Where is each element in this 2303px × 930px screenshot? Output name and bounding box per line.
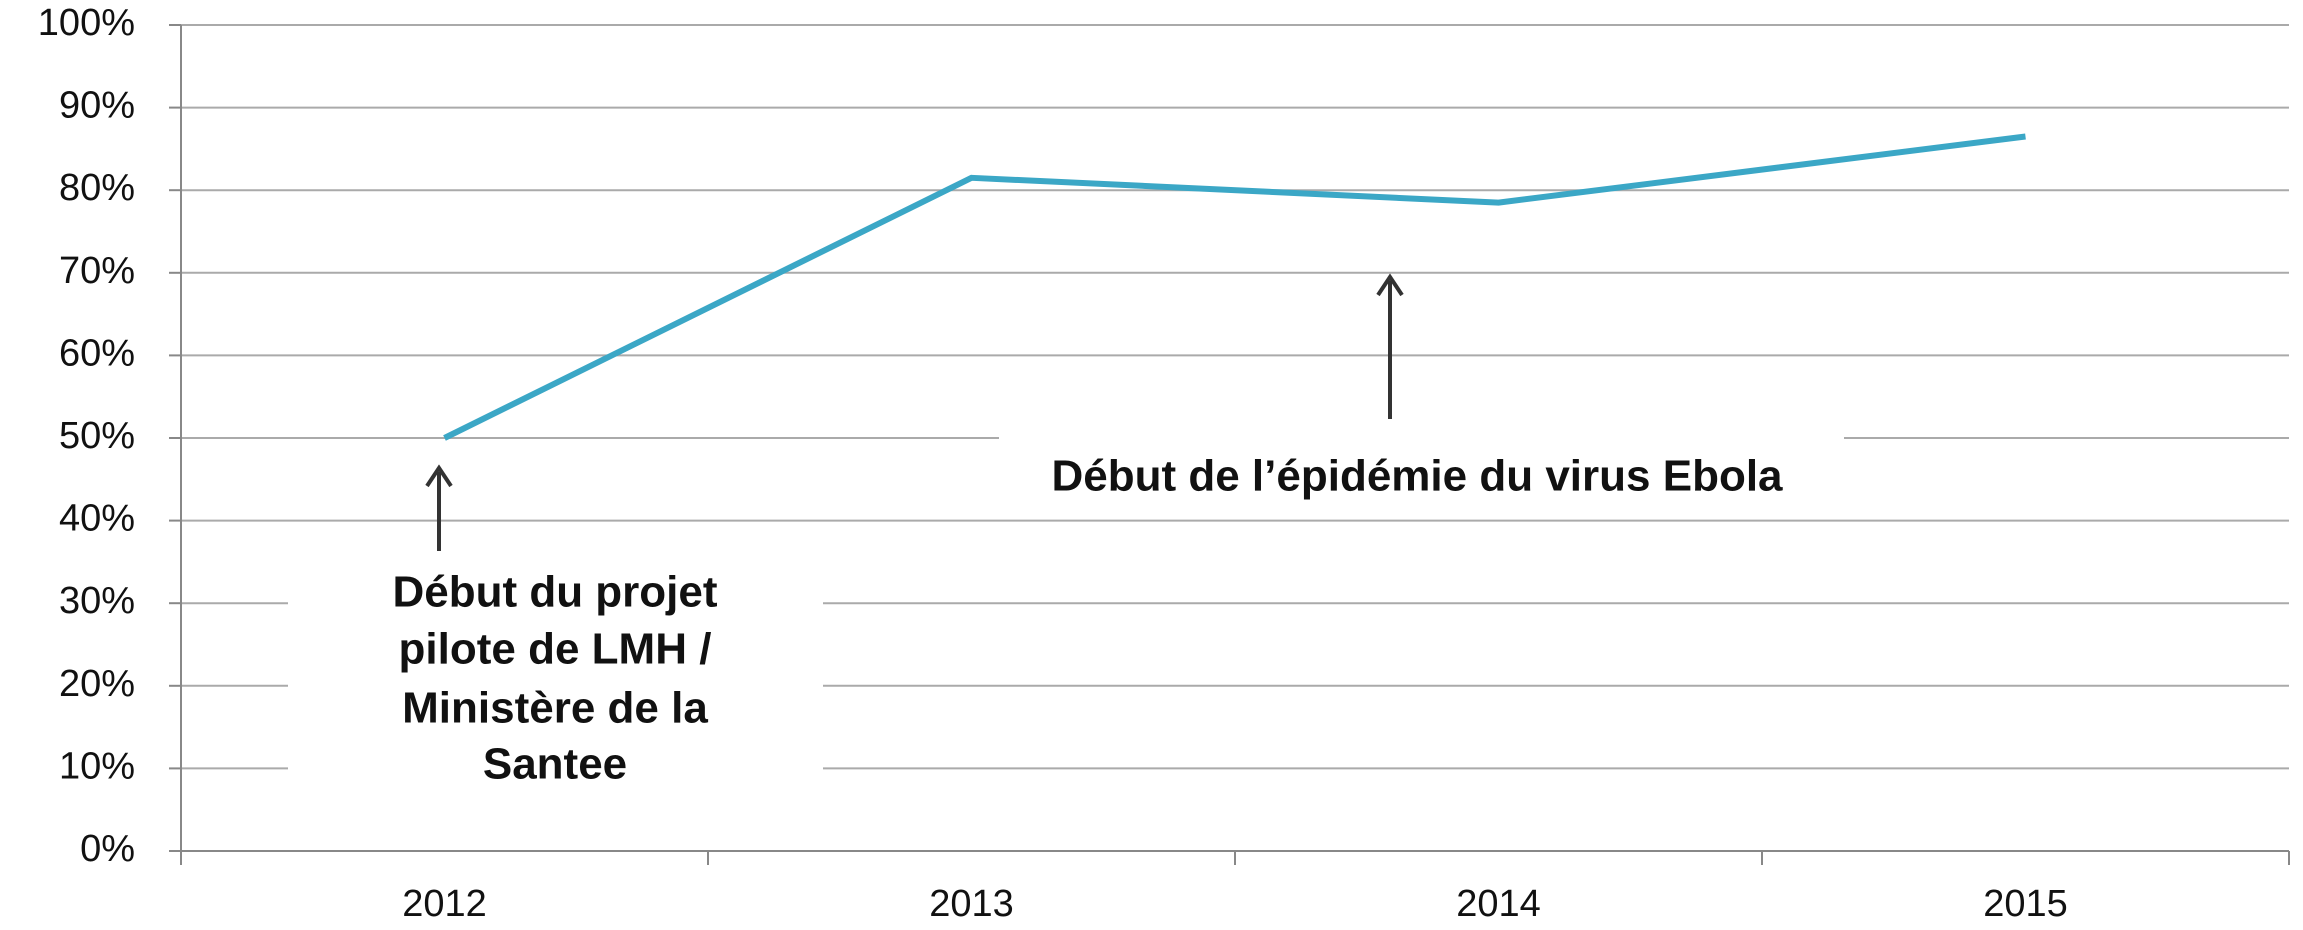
- y-tick-label: 30%: [59, 580, 135, 622]
- annotation-box: [999, 436, 1844, 507]
- y-tick-label: 20%: [59, 663, 135, 705]
- y-tick-label: 90%: [59, 85, 135, 127]
- annotation-text: pilote de LMH /: [399, 625, 712, 674]
- x-tick-label: 2013: [929, 883, 1014, 925]
- y-tick-label: 100%: [38, 2, 135, 44]
- arrow-head: [1376, 273, 1404, 297]
- y-tick-label: 80%: [59, 167, 135, 209]
- y-tick-label: 70%: [59, 250, 135, 292]
- annotation-text: Début de l’épidémie du virus Ebola: [1051, 452, 1783, 501]
- annotation-box: [288, 565, 823, 800]
- annotation-text: Santee: [483, 740, 627, 789]
- annotation-text: Ministère de la: [402, 684, 708, 733]
- y-tick-label: 40%: [59, 498, 135, 540]
- y-tick-label: 60%: [59, 332, 135, 374]
- annotation-text: Début du projet: [392, 568, 717, 617]
- y-tick-label: 0%: [80, 828, 135, 870]
- marks: [443, 133, 2026, 441]
- arrow-head: [425, 464, 453, 488]
- x-tick-label: 2015: [1983, 883, 2068, 925]
- y-tick-label: 10%: [59, 745, 135, 787]
- x-tick-label: 2012: [402, 883, 487, 925]
- x-tick-label: 2014: [1456, 883, 1541, 925]
- y-tick-label: 50%: [59, 415, 135, 457]
- series-line: [443, 133, 2026, 441]
